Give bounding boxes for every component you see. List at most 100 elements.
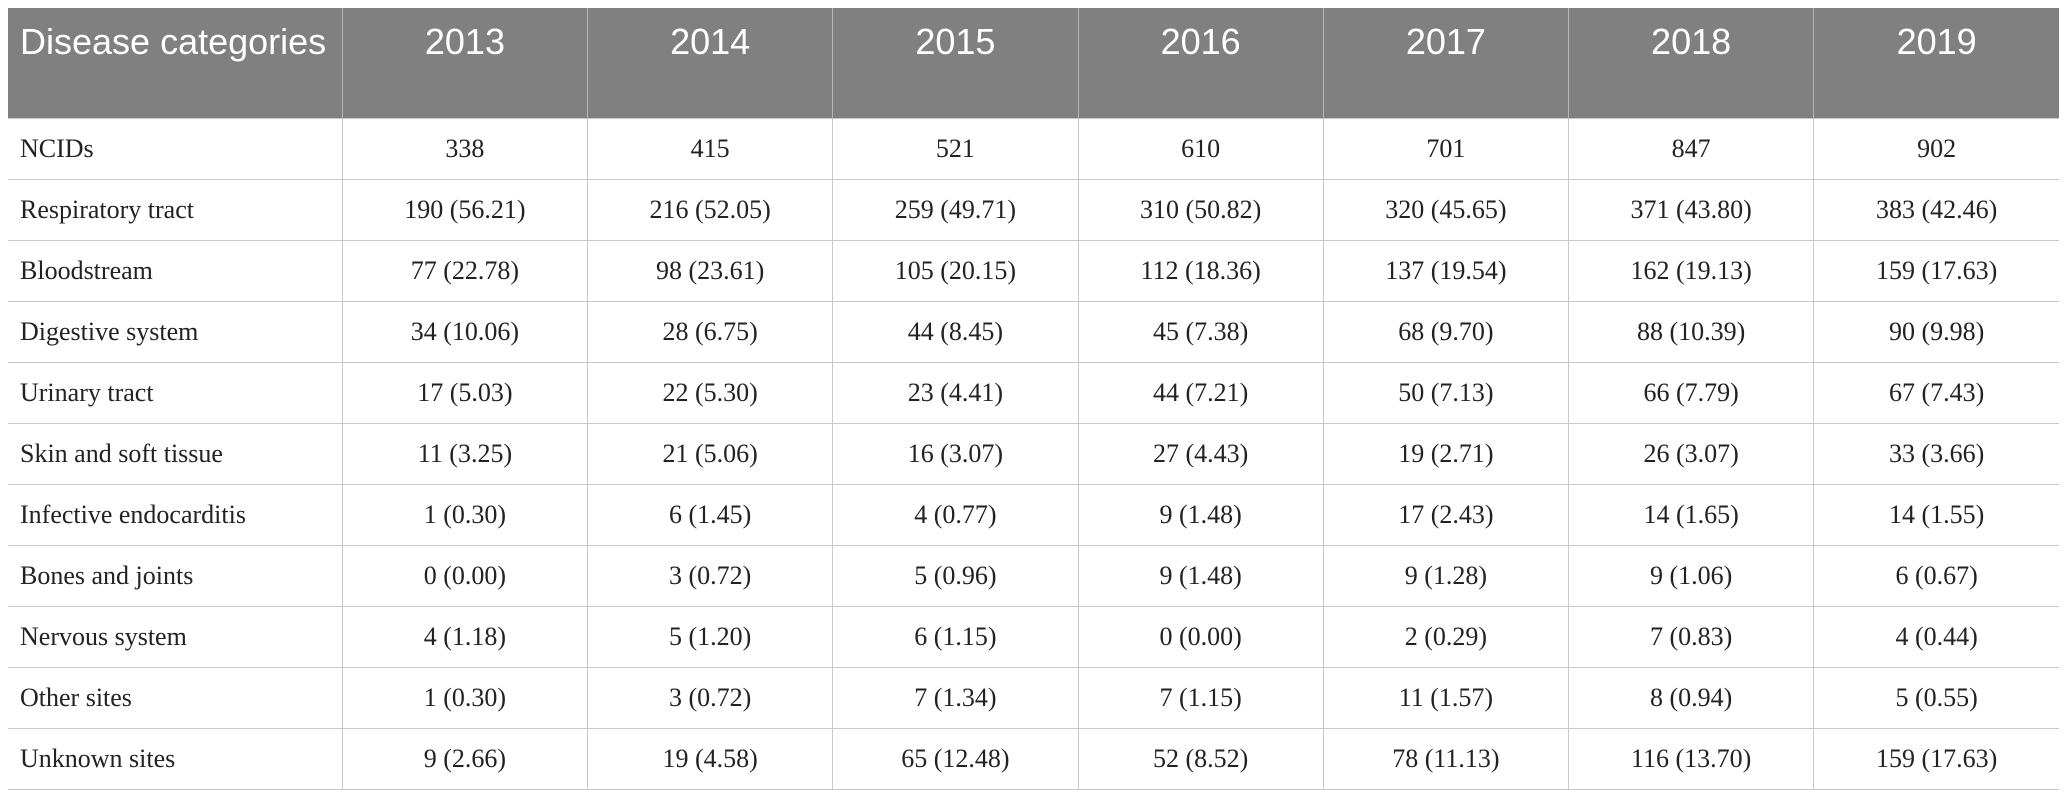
table-row: Infective endocarditis 1 (0.30) 6 (1.45) 4 … (8, 483, 2059, 546)
table-cell: 4 (0.77) (832, 483, 1079, 546)
table-cell: 4 (1.18) (341, 605, 589, 668)
table-row: Respiratory tract 190 (56.21) 216 (52.05) 2… (8, 178, 2059, 241)
table-cell: 320 (45.65) (1322, 178, 1569, 241)
row-label: Skin and soft tissue (8, 422, 343, 485)
table-cell: 22 (5.30) (587, 361, 834, 424)
table-cell: 9 (1.48) (1077, 483, 1324, 546)
table-row: Digestive system 34 (10.06) 28 (6.75) 44 (8… (8, 300, 2059, 363)
table-cell: 383 (42.46) (1813, 178, 2059, 241)
header-disease-categories: Disease categories (8, 8, 343, 118)
table-cell: 902 (1813, 117, 2059, 180)
table-cell: 19 (2.71) (1322, 422, 1569, 485)
table-cell: 9 (1.28) (1322, 544, 1569, 607)
table-cell: 66 (7.79) (1567, 361, 1815, 424)
table-cell: 371 (43.80) (1567, 178, 1815, 241)
table-cell: 310 (50.82) (1077, 178, 1324, 241)
table-cell: 98 (23.61) (587, 239, 834, 302)
table-row: Unknown sites 9 (2.66) 19 (4.58) 65 (12.48)… (8, 727, 2059, 790)
table-cell: 112 (18.36) (1077, 239, 1324, 302)
header-year-2013: 2013 (341, 8, 589, 118)
row-label: Urinary tract (8, 361, 343, 424)
table-cell: 16 (3.07) (832, 422, 1079, 485)
table-row: Other sites 1 (0.30) 3 (0.72) 7 (1.34) 7 (1.… (8, 666, 2059, 729)
table-cell: 19 (4.58) (587, 727, 834, 790)
table-cell: 77 (22.78) (341, 239, 589, 302)
table-row: Bones and joints 0 (0.00) 3 (0.72) 5 (0.96)… (8, 544, 2059, 607)
row-label: Other sites (8, 666, 343, 729)
header-year-2018: 2018 (1567, 8, 1815, 118)
table-cell: 34 (10.06) (341, 300, 589, 363)
table-cell: 159 (17.63) (1813, 239, 2059, 302)
table-cell: 90 (9.98) (1813, 300, 2059, 363)
table-cell: 88 (10.39) (1567, 300, 1815, 363)
table-cell: 17 (2.43) (1322, 483, 1569, 546)
table-body: NCIDs 338 415 521 610 701 847 902 Respiratory tr… (8, 117, 2059, 790)
header-year-2014: 2014 (587, 8, 834, 118)
table-cell: 338 (341, 117, 589, 180)
table-cell: 67 (7.43) (1813, 361, 2059, 424)
table-header: Disease categories 2013 2014 2015 2016 2… (8, 8, 2059, 118)
table-cell: 259 (49.71) (832, 178, 1079, 241)
table-cell: 415 (587, 117, 834, 180)
table-cell: 68 (9.70) (1322, 300, 1569, 363)
table-cell: 5 (1.20) (587, 605, 834, 668)
table-cell: 521 (832, 117, 1079, 180)
row-label: Bloodstream (8, 239, 343, 302)
table-cell: 4 (0.44) (1813, 605, 2059, 668)
table-cell: 21 (5.06) (587, 422, 834, 485)
table-cell: 137 (19.54) (1322, 239, 1569, 302)
table-cell: 701 (1322, 117, 1569, 180)
row-label: Unknown sites (8, 727, 343, 790)
header-year-2015: 2015 (832, 8, 1079, 118)
table-cell: 9 (2.66) (341, 727, 589, 790)
table-cell: 27 (4.43) (1077, 422, 1324, 485)
table-row: Skin and soft tissue 11 (3.25) 21 (5.06) 16… (8, 422, 2059, 485)
table-cell: 2 (0.29) (1322, 605, 1569, 668)
table-cell: 847 (1567, 117, 1815, 180)
table-cell: 11 (1.57) (1322, 666, 1569, 729)
table-cell: 7 (1.34) (832, 666, 1079, 729)
table-cell: 1 (0.30) (341, 666, 589, 729)
table-cell: 162 (19.13) (1567, 239, 1815, 302)
table-cell: 14 (1.55) (1813, 483, 2059, 546)
table-cell: 0 (0.00) (341, 544, 589, 607)
table-row: Nervous system 4 (1.18) 5 (1.20) 6 (1.15) 0 … (8, 605, 2059, 668)
table-cell: 3 (0.72) (587, 544, 834, 607)
table-cell: 50 (7.13) (1322, 361, 1569, 424)
row-label: NCIDs (8, 117, 343, 180)
table-cell: 116 (13.70) (1567, 727, 1815, 790)
table-cell: 5 (0.96) (832, 544, 1079, 607)
table-cell: 28 (6.75) (587, 300, 834, 363)
table-cell: 159 (17.63) (1813, 727, 2059, 790)
row-label: Digestive system (8, 300, 343, 363)
data-table-container: Disease categories 2013 2014 2015 2016 2… (8, 8, 2059, 790)
table-cell: 23 (4.41) (832, 361, 1079, 424)
table-cell: 6 (1.45) (587, 483, 834, 546)
table-cell: 3 (0.72) (587, 666, 834, 729)
table-cell: 216 (52.05) (587, 178, 834, 241)
table-cell: 26 (3.07) (1567, 422, 1815, 485)
table-cell: 11 (3.25) (341, 422, 589, 485)
table-cell: 65 (12.48) (832, 727, 1079, 790)
table-cell: 44 (7.21) (1077, 361, 1324, 424)
header-year-2017: 2017 (1322, 8, 1569, 118)
table-cell: 6 (0.67) (1813, 544, 2059, 607)
table-row: Bloodstream 77 (22.78) 98 (23.61) 105 (20.1… (8, 239, 2059, 302)
row-label: Nervous system (8, 605, 343, 668)
table-cell: 44 (8.45) (832, 300, 1079, 363)
header-year-2019: 2019 (1813, 8, 2059, 118)
table-cell: 105 (20.15) (832, 239, 1079, 302)
table-cell: 9 (1.06) (1567, 544, 1815, 607)
table-cell: 45 (7.38) (1077, 300, 1324, 363)
header-year-2016: 2016 (1077, 8, 1324, 118)
table-cell: 78 (11.13) (1322, 727, 1569, 790)
header-row: Disease categories 2013 2014 2015 2016 2… (8, 8, 2059, 118)
row-label: Infective endocarditis (8, 483, 343, 546)
table-cell: 190 (56.21) (341, 178, 589, 241)
table-cell: 7 (1.15) (1077, 666, 1324, 729)
table-cell: 8 (0.94) (1567, 666, 1815, 729)
disease-categories-table: Disease categories 2013 2014 2015 2016 2… (8, 8, 2059, 790)
table-cell: 5 (0.55) (1813, 666, 2059, 729)
table-cell: 33 (3.66) (1813, 422, 2059, 485)
table-cell: 52 (8.52) (1077, 727, 1324, 790)
